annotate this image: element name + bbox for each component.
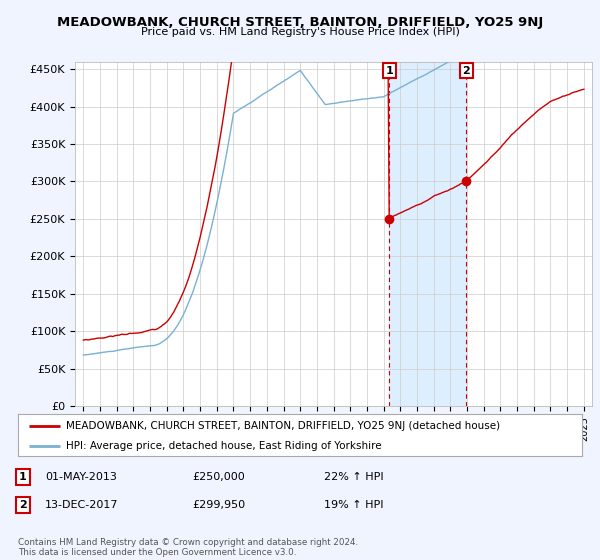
Text: Contains HM Land Registry data © Crown copyright and database right 2024.
This d: Contains HM Land Registry data © Crown c… [18, 538, 358, 557]
Bar [389, 62, 466, 406]
Text: £250,000: £250,000 [192, 472, 245, 482]
Text: 1: 1 [19, 472, 26, 482]
Text: 19% ↑ HPI: 19% ↑ HPI [324, 500, 383, 510]
Text: Price paid vs. HM Land Registry's House Price Index (HPI): Price paid vs. HM Land Registry's House … [140, 27, 460, 37]
Text: MEADOWBANK, CHURCH STREET, BAINTON, DRIFFIELD, YO25 9NJ (detached house): MEADOWBANK, CHURCH STREET, BAINTON, DRIF… [66, 421, 500, 431]
Text: 2: 2 [19, 500, 26, 510]
Text: 2: 2 [463, 66, 470, 76]
Text: 22% ↑ HPI: 22% ↑ HPI [324, 472, 383, 482]
Text: 13-DEC-2017: 13-DEC-2017 [45, 500, 119, 510]
Text: £299,950: £299,950 [192, 500, 245, 510]
Text: 01-MAY-2013: 01-MAY-2013 [45, 472, 117, 482]
Text: HPI: Average price, detached house, East Riding of Yorkshire: HPI: Average price, detached house, East… [66, 441, 382, 451]
Text: MEADOWBANK, CHURCH STREET, BAINTON, DRIFFIELD, YO25 9NJ: MEADOWBANK, CHURCH STREET, BAINTON, DRIF… [57, 16, 543, 29]
Text: 1: 1 [385, 66, 393, 76]
